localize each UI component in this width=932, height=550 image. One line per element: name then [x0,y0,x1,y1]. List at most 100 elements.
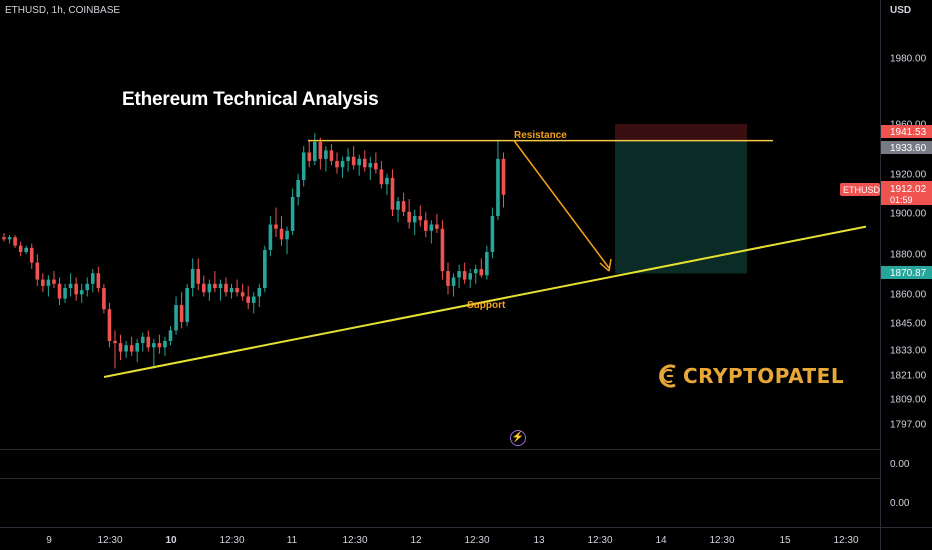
candle-body[interactable] [129,345,134,352]
candle-body[interactable] [313,141,317,161]
candle-body[interactable] [190,268,195,289]
candle-body[interactable] [168,330,173,341]
candle-body[interactable] [490,216,495,253]
candle-body[interactable] [68,283,73,289]
candle-body[interactable] [35,262,40,280]
candle-body[interactable] [107,309,112,341]
candle-body[interactable] [218,283,223,289]
candle-body[interactable] [496,158,500,217]
candle-body[interactable] [207,283,212,293]
candle-body[interactable] [257,288,262,297]
candle-body[interactable] [346,156,350,161]
candle-body[interactable] [351,156,356,166]
candle-body[interactable] [152,343,156,348]
candle-body[interactable] [424,220,428,231]
candle-body[interactable] [157,343,162,348]
candle-body[interactable] [29,247,34,263]
candle-body[interactable] [440,228,445,272]
support-line[interactable] [103,225,867,378]
candle-body[interactable] [2,237,6,240]
last-price-badge [881,181,932,205]
candle-body[interactable] [85,283,90,291]
candle-body[interactable] [268,224,273,250]
candle-body[interactable] [235,288,239,293]
candle-body[interactable] [41,279,45,286]
candle-body[interactable] [457,271,461,278]
take-profit-zone[interactable] [615,140,747,274]
candle-body[interactable] [163,340,167,348]
candle-body[interactable] [407,211,411,223]
candle-body[interactable] [374,163,378,170]
candle-body[interactable] [501,158,506,195]
candle-body[interactable] [124,345,128,352]
candle-body[interactable] [229,288,234,293]
candle-body[interactable] [13,237,17,246]
candle-body[interactable] [396,201,400,210]
candle-body[interactable] [179,304,184,322]
candle-body[interactable] [285,230,289,240]
candle-body[interactable] [329,150,334,161]
candle-body[interactable] [224,283,228,293]
candle-body[interactable] [462,271,467,280]
candle-body[interactable] [246,296,250,303]
candle-body[interactable] [429,224,434,231]
candle-body[interactable] [63,288,67,299]
candle-body[interactable] [202,283,206,293]
candle-body[interactable] [479,268,484,276]
candle-body[interactable] [390,177,395,210]
candle-body[interactable] [451,277,456,286]
candle-body[interactable] [357,158,361,166]
candle-body[interactable] [307,152,312,161]
candle-body[interactable] [18,245,23,253]
candle-body[interactable] [362,158,367,168]
candle-body[interactable] [74,283,78,295]
candle-body[interactable] [274,224,278,229]
candle-body[interactable] [290,196,295,231]
candle-body[interactable] [473,268,478,274]
candle-body[interactable] [174,304,178,331]
symbol-info[interactable]: ETHUSD, 1h, COINBASE [5,5,121,16]
candle-body[interactable] [7,237,12,240]
candle-body[interactable] [379,169,384,185]
candle-body[interactable] [240,292,245,297]
candle-body[interactable] [213,283,217,289]
candle-body[interactable] [185,288,189,322]
candle-body[interactable] [412,216,417,223]
candle-body[interactable] [146,336,151,348]
candle-body[interactable] [385,177,389,185]
candle-body[interactable] [446,271,450,286]
candle-body[interactable] [118,343,123,352]
candle-body[interactable] [24,247,28,253]
candle-body[interactable] [46,279,51,286]
candle-body[interactable] [113,340,117,344]
candle-body[interactable] [79,290,84,295]
candle-body[interactable] [301,152,306,181]
candle-body[interactable] [435,224,439,229]
candle-body[interactable] [57,283,62,299]
candle-body[interactable] [296,180,300,197]
candle-body[interactable] [418,216,423,221]
candle-body[interactable] [135,343,139,352]
candle-body[interactable] [140,336,145,344]
candle-body[interactable] [335,160,339,168]
candle-body[interactable] [102,288,106,310]
candle-body[interactable] [96,273,101,289]
candle-body[interactable] [340,160,345,168]
candle-body[interactable] [368,163,373,168]
projection-arrow[interactable] [513,140,610,269]
candle-body[interactable] [485,252,489,276]
candle-body[interactable] [52,279,56,284]
candle-body[interactable] [279,228,284,240]
candle-body[interactable] [468,273,472,280]
candle-body[interactable] [196,268,201,284]
candle-body[interactable] [263,249,267,289]
candle-body[interactable] [401,201,406,212]
candle-body[interactable] [324,150,328,159]
candle-body[interactable] [318,141,323,159]
candle-body[interactable] [251,296,256,303]
stop-loss-zone[interactable] [615,123,747,141]
currency-label[interactable]: USD [890,5,912,16]
candle-body[interactable] [91,273,95,284]
bolt-icon[interactable]: ⚡ [510,430,526,446]
